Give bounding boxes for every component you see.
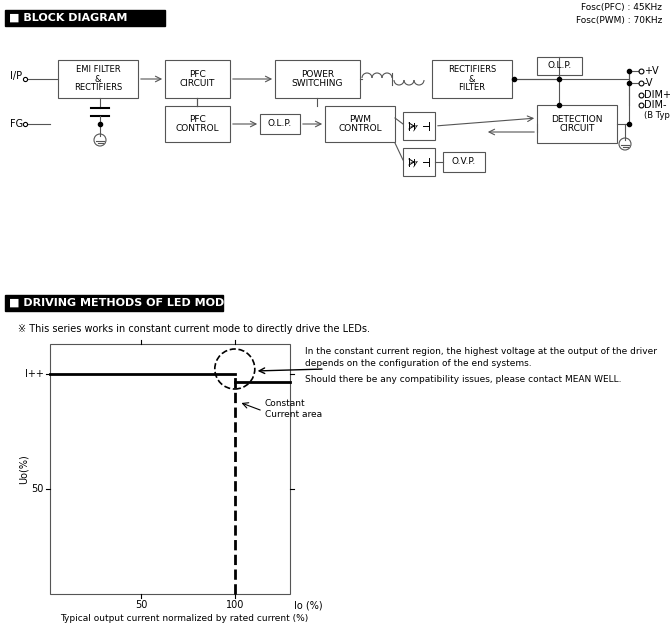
Text: 50: 50 xyxy=(31,484,44,494)
Text: &: & xyxy=(469,75,475,84)
Bar xyxy=(537,105,617,143)
Bar xyxy=(58,60,138,98)
Bar xyxy=(50,344,290,594)
Text: POWER: POWER xyxy=(301,70,334,79)
Text: CONTROL: CONTROL xyxy=(176,124,219,133)
Bar xyxy=(537,57,582,75)
Bar xyxy=(165,60,230,98)
Bar xyxy=(275,60,360,98)
Text: O.V.P.: O.V.P. xyxy=(452,157,476,167)
Text: Fosc(PFC) : 45KHz
Fosc(PWM) : 70KHz: Fosc(PFC) : 45KHz Fosc(PWM) : 70KHz xyxy=(576,3,662,25)
Text: In the constant current region, the highest voltage at the output of the driver: In the constant current region, the high… xyxy=(305,347,657,356)
Text: 50: 50 xyxy=(135,600,147,610)
Text: +V: +V xyxy=(644,66,659,76)
Bar xyxy=(403,112,435,140)
Text: Io (%): Io (%) xyxy=(293,600,322,610)
Text: O.L.P.: O.L.P. xyxy=(268,119,292,129)
Text: RECTIFIERS: RECTIFIERS xyxy=(74,84,122,93)
Text: depends on the configuration of the end systems.: depends on the configuration of the end … xyxy=(305,359,531,368)
Text: Uo(%): Uo(%) xyxy=(19,454,29,484)
Text: -V: -V xyxy=(644,78,653,88)
Bar xyxy=(432,60,512,98)
Text: Should there be any compatibility issues, please contact MEAN WELL.: Should there be any compatibility issues… xyxy=(305,375,622,384)
Text: CIRCUIT: CIRCUIT xyxy=(559,124,595,133)
Text: &: & xyxy=(94,75,101,84)
Text: DIM-: DIM- xyxy=(644,100,667,110)
Text: CIRCUIT: CIRCUIT xyxy=(180,79,215,88)
Bar xyxy=(5,10,165,26)
Text: DIM+: DIM+ xyxy=(644,90,670,100)
Text: O.L.P.: O.L.P. xyxy=(547,61,572,70)
Bar xyxy=(403,148,435,176)
Text: FG: FG xyxy=(10,119,23,129)
Text: ■ DRIVING METHODS OF LED MODULE: ■ DRIVING METHODS OF LED MODULE xyxy=(9,298,248,308)
Text: PWM: PWM xyxy=(349,115,371,124)
Text: ■ BLOCK DIAGRAM: ■ BLOCK DIAGRAM xyxy=(9,13,127,23)
Text: SWITCHING: SWITCHING xyxy=(291,79,343,88)
Text: Constant
Current area: Constant Current area xyxy=(265,399,322,418)
Bar xyxy=(325,106,395,142)
Text: PFC: PFC xyxy=(189,70,206,79)
Text: I/P: I/P xyxy=(10,71,22,81)
Text: PFC: PFC xyxy=(189,115,206,124)
Bar xyxy=(260,114,300,134)
Bar xyxy=(443,152,485,172)
Text: FILTER: FILTER xyxy=(458,84,486,93)
Text: DETECTION: DETECTION xyxy=(551,115,603,124)
Text: (B Type): (B Type) xyxy=(644,110,670,119)
Text: RECTIFIERS: RECTIFIERS xyxy=(448,65,496,75)
Text: ※ This series works in constant current mode to directly drive the LEDs.: ※ This series works in constant current … xyxy=(18,324,370,334)
Bar xyxy=(165,106,230,142)
Bar xyxy=(5,295,223,311)
Text: 100: 100 xyxy=(226,600,244,610)
Text: I++: I++ xyxy=(25,369,44,379)
Text: CONTROL: CONTROL xyxy=(338,124,382,133)
Text: EMI FILTER: EMI FILTER xyxy=(76,65,121,75)
Text: Typical output current normalized by rated current (%): Typical output current normalized by rat… xyxy=(60,614,308,623)
